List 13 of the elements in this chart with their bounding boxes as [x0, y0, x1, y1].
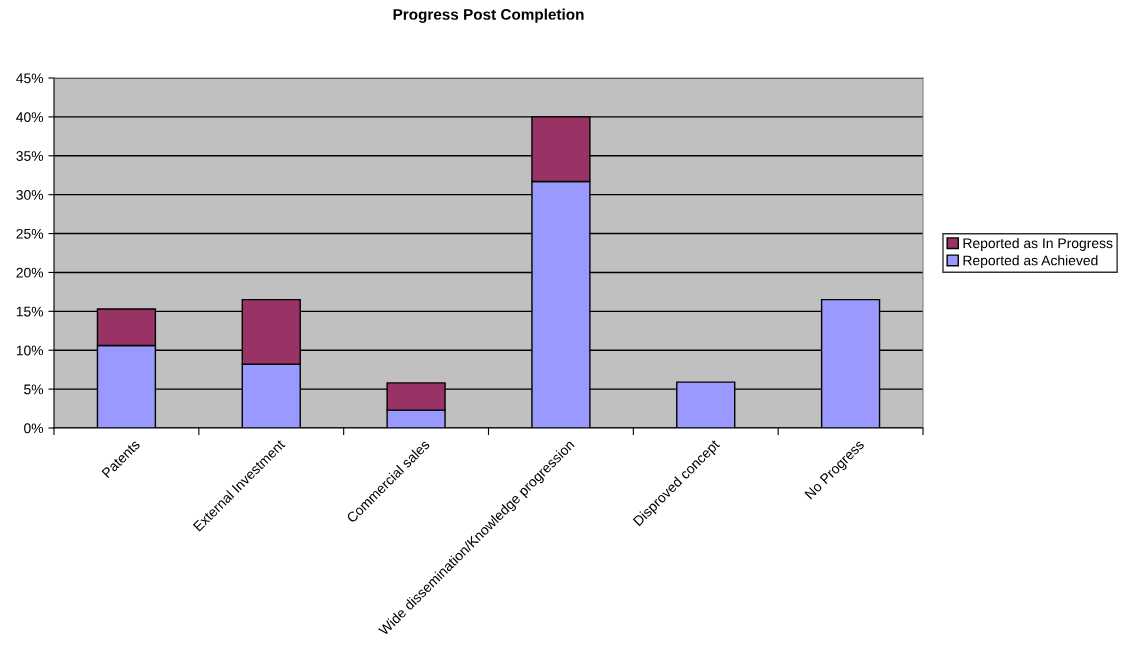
y-tick-label: 0% [24, 423, 44, 434]
y-tick-label: 5% [24, 384, 44, 395]
legend-label: Reported as Achieved [963, 255, 1098, 269]
legend-label: Reported as In Progress [963, 237, 1113, 251]
chart-title: Progress Post Completion [393, 8, 584, 23]
y-tick-label: 20% [16, 267, 44, 278]
y-tick-label: 15% [16, 306, 44, 317]
y-tick-label: 40% [16, 112, 44, 123]
y-tick-label: 45% [16, 73, 44, 84]
y-tick-label: 10% [16, 345, 44, 356]
y-tick-label: 25% [16, 228, 44, 239]
y-tick-label: 35% [16, 151, 44, 161]
y-tick-label: 30% [16, 190, 44, 200]
